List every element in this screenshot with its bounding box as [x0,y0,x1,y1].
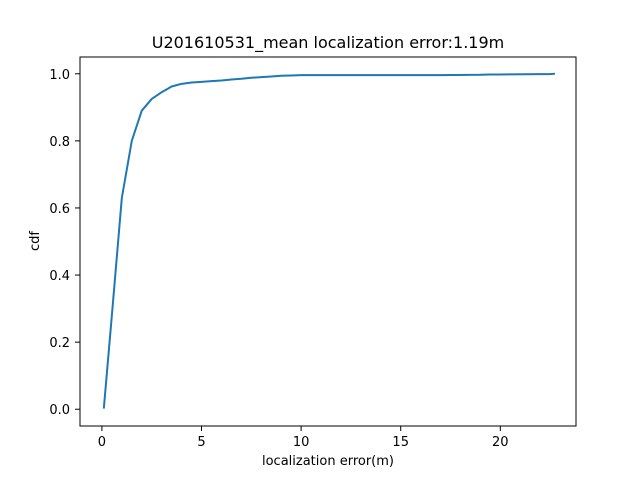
y-tick-label: 0.6 [49,202,70,217]
plot-area [102,72,556,409]
cdf-series-line [102,72,556,409]
x-tick-label: 20 [492,435,509,450]
y-tick-label: 0.0 [49,403,70,418]
x-tick-label: 10 [293,435,310,450]
y-axis-label: cdf [28,231,43,251]
chart-title: U201610531_mean localization error:1.19m [152,33,505,53]
y-axis-ticks: 0.0 0.2 0.4 0.6 0.8 1.0 [49,68,80,418]
y-tick-label: 0.8 [49,135,70,150]
axes-frame [79,56,577,427]
y-tick-label: 0.2 [49,336,70,351]
x-axis-label: localization error(m) [262,454,394,469]
y-tick-label: 0.4 [49,269,70,284]
x-tick-label: 0 [98,435,106,450]
x-axis-ticks: 0 5 10 15 20 [98,426,509,450]
x-tick-label: 5 [197,435,205,450]
y-tick-label: 1.0 [49,68,70,83]
x-tick-label: 15 [392,435,409,450]
